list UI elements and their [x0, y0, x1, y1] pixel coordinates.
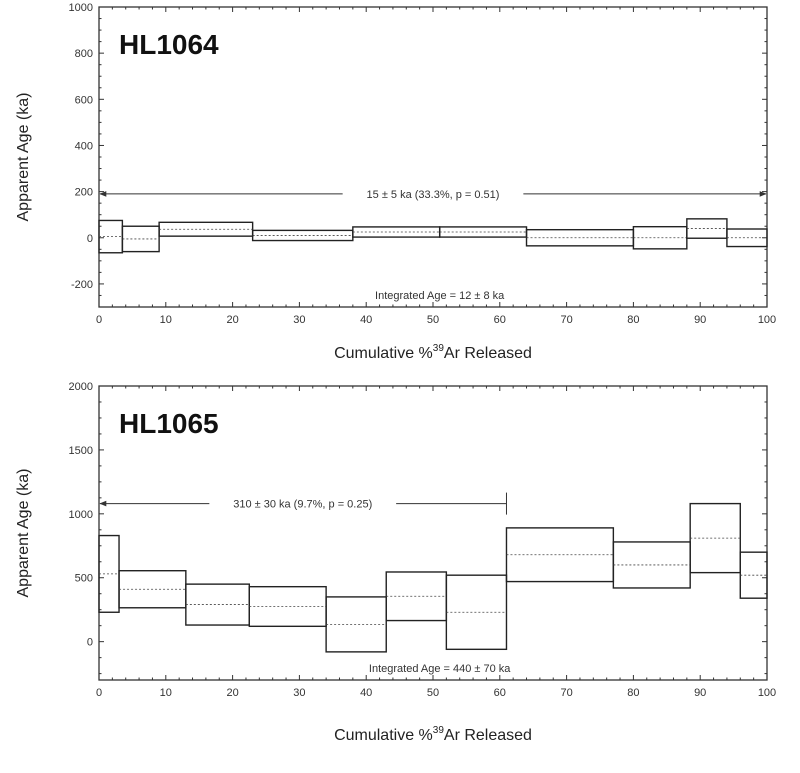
x-tick-label: 70 — [560, 687, 572, 699]
sample-name: HL1064 — [119, 29, 219, 60]
x-tick-label: 70 — [560, 314, 572, 326]
y-axis-label: Apparent Age (ka) — [15, 93, 32, 222]
x-axis-label-tail: Ar Released — [444, 727, 532, 744]
x-axis-label-main: Cumulative % — [334, 727, 433, 744]
y-tick-label: 500 — [75, 573, 93, 585]
x-tick-label: 80 — [627, 687, 639, 699]
x-axis-label: Cumulative %39Ar Released — [334, 725, 532, 744]
x-tick-label: 0 — [96, 687, 102, 699]
panel-hl1065: 0 10 20 30 40 50 60 70 80 90 100050010001500200031… — [15, 381, 776, 744]
y-tick-label: 200 — [75, 187, 93, 199]
x-axis-label: Cumulative %39Ar Released — [334, 343, 532, 362]
y-tick-label: 1000 — [69, 509, 93, 521]
x-axis-label-sup: 39 — [433, 343, 445, 354]
x-axis-label-main: Cumulative % — [334, 345, 433, 362]
x-tick-label: 80 — [627, 314, 639, 326]
x-tick-label: 10 — [160, 687, 172, 699]
x-tick-label: 30 — [293, 687, 305, 699]
x-tick-label: 100 — [758, 314, 776, 326]
sample-name: HL1065 — [119, 408, 219, 439]
x-tick-label: 10 — [160, 314, 172, 326]
x-tick-label: 40 — [360, 687, 372, 699]
y-tick-label: 0 — [87, 637, 93, 649]
step-box — [98, 219, 124, 254]
y-axis-label: Apparent Age (ka) — [15, 469, 32, 598]
integrated-age-label: Integrated Age = 440 ± 70 ka — [369, 663, 511, 675]
x-tick-label: 90 — [694, 687, 706, 699]
y-tick-label: 2000 — [69, 381, 93, 393]
y-tick-label: 0 — [87, 233, 93, 245]
panel-hl1064: 0 10 20 30 40 50 60 70 80 90 100 -200 0 200 400 600 800 1… — [15, 2, 776, 362]
y-tick-label: 1000 — [69, 2, 93, 14]
x-tick-label: 60 — [494, 314, 506, 326]
y-tick-label: 600 — [75, 94, 93, 106]
y-tick-label: 400 — [75, 140, 93, 152]
x-axis-label-sup: 39 — [433, 725, 445, 736]
x-tick-label: 60 — [494, 687, 506, 699]
integrated-age-label: Integrated Age = 12 ± 8 ka — [375, 290, 505, 302]
plateau-label: 15 ± 5 ka (33.3%, p = 0.51) — [367, 189, 500, 201]
x-tick-label: 30 — [293, 314, 305, 326]
x-tick-label: 0 — [96, 314, 102, 326]
x-tick-label: 50 — [427, 687, 439, 699]
x-tick-label: 20 — [226, 314, 238, 326]
y-tick-label: -200 — [71, 279, 93, 291]
x-tick-label: 20 — [226, 687, 238, 699]
plateau-label: 310 ± 30 ka (9.7%, p = 0.25) — [233, 499, 372, 511]
x-axis-label-tail: Ar Released — [444, 345, 532, 362]
x-tick-label: 100 — [758, 687, 776, 699]
y-tick-label: 800 — [75, 48, 93, 60]
x-tick-label: 90 — [694, 314, 706, 326]
y-tick-label: 1500 — [69, 445, 93, 457]
x-tick-label: 40 — [360, 314, 372, 326]
step-box — [158, 221, 254, 237]
x-tick-label: 50 — [427, 314, 439, 326]
